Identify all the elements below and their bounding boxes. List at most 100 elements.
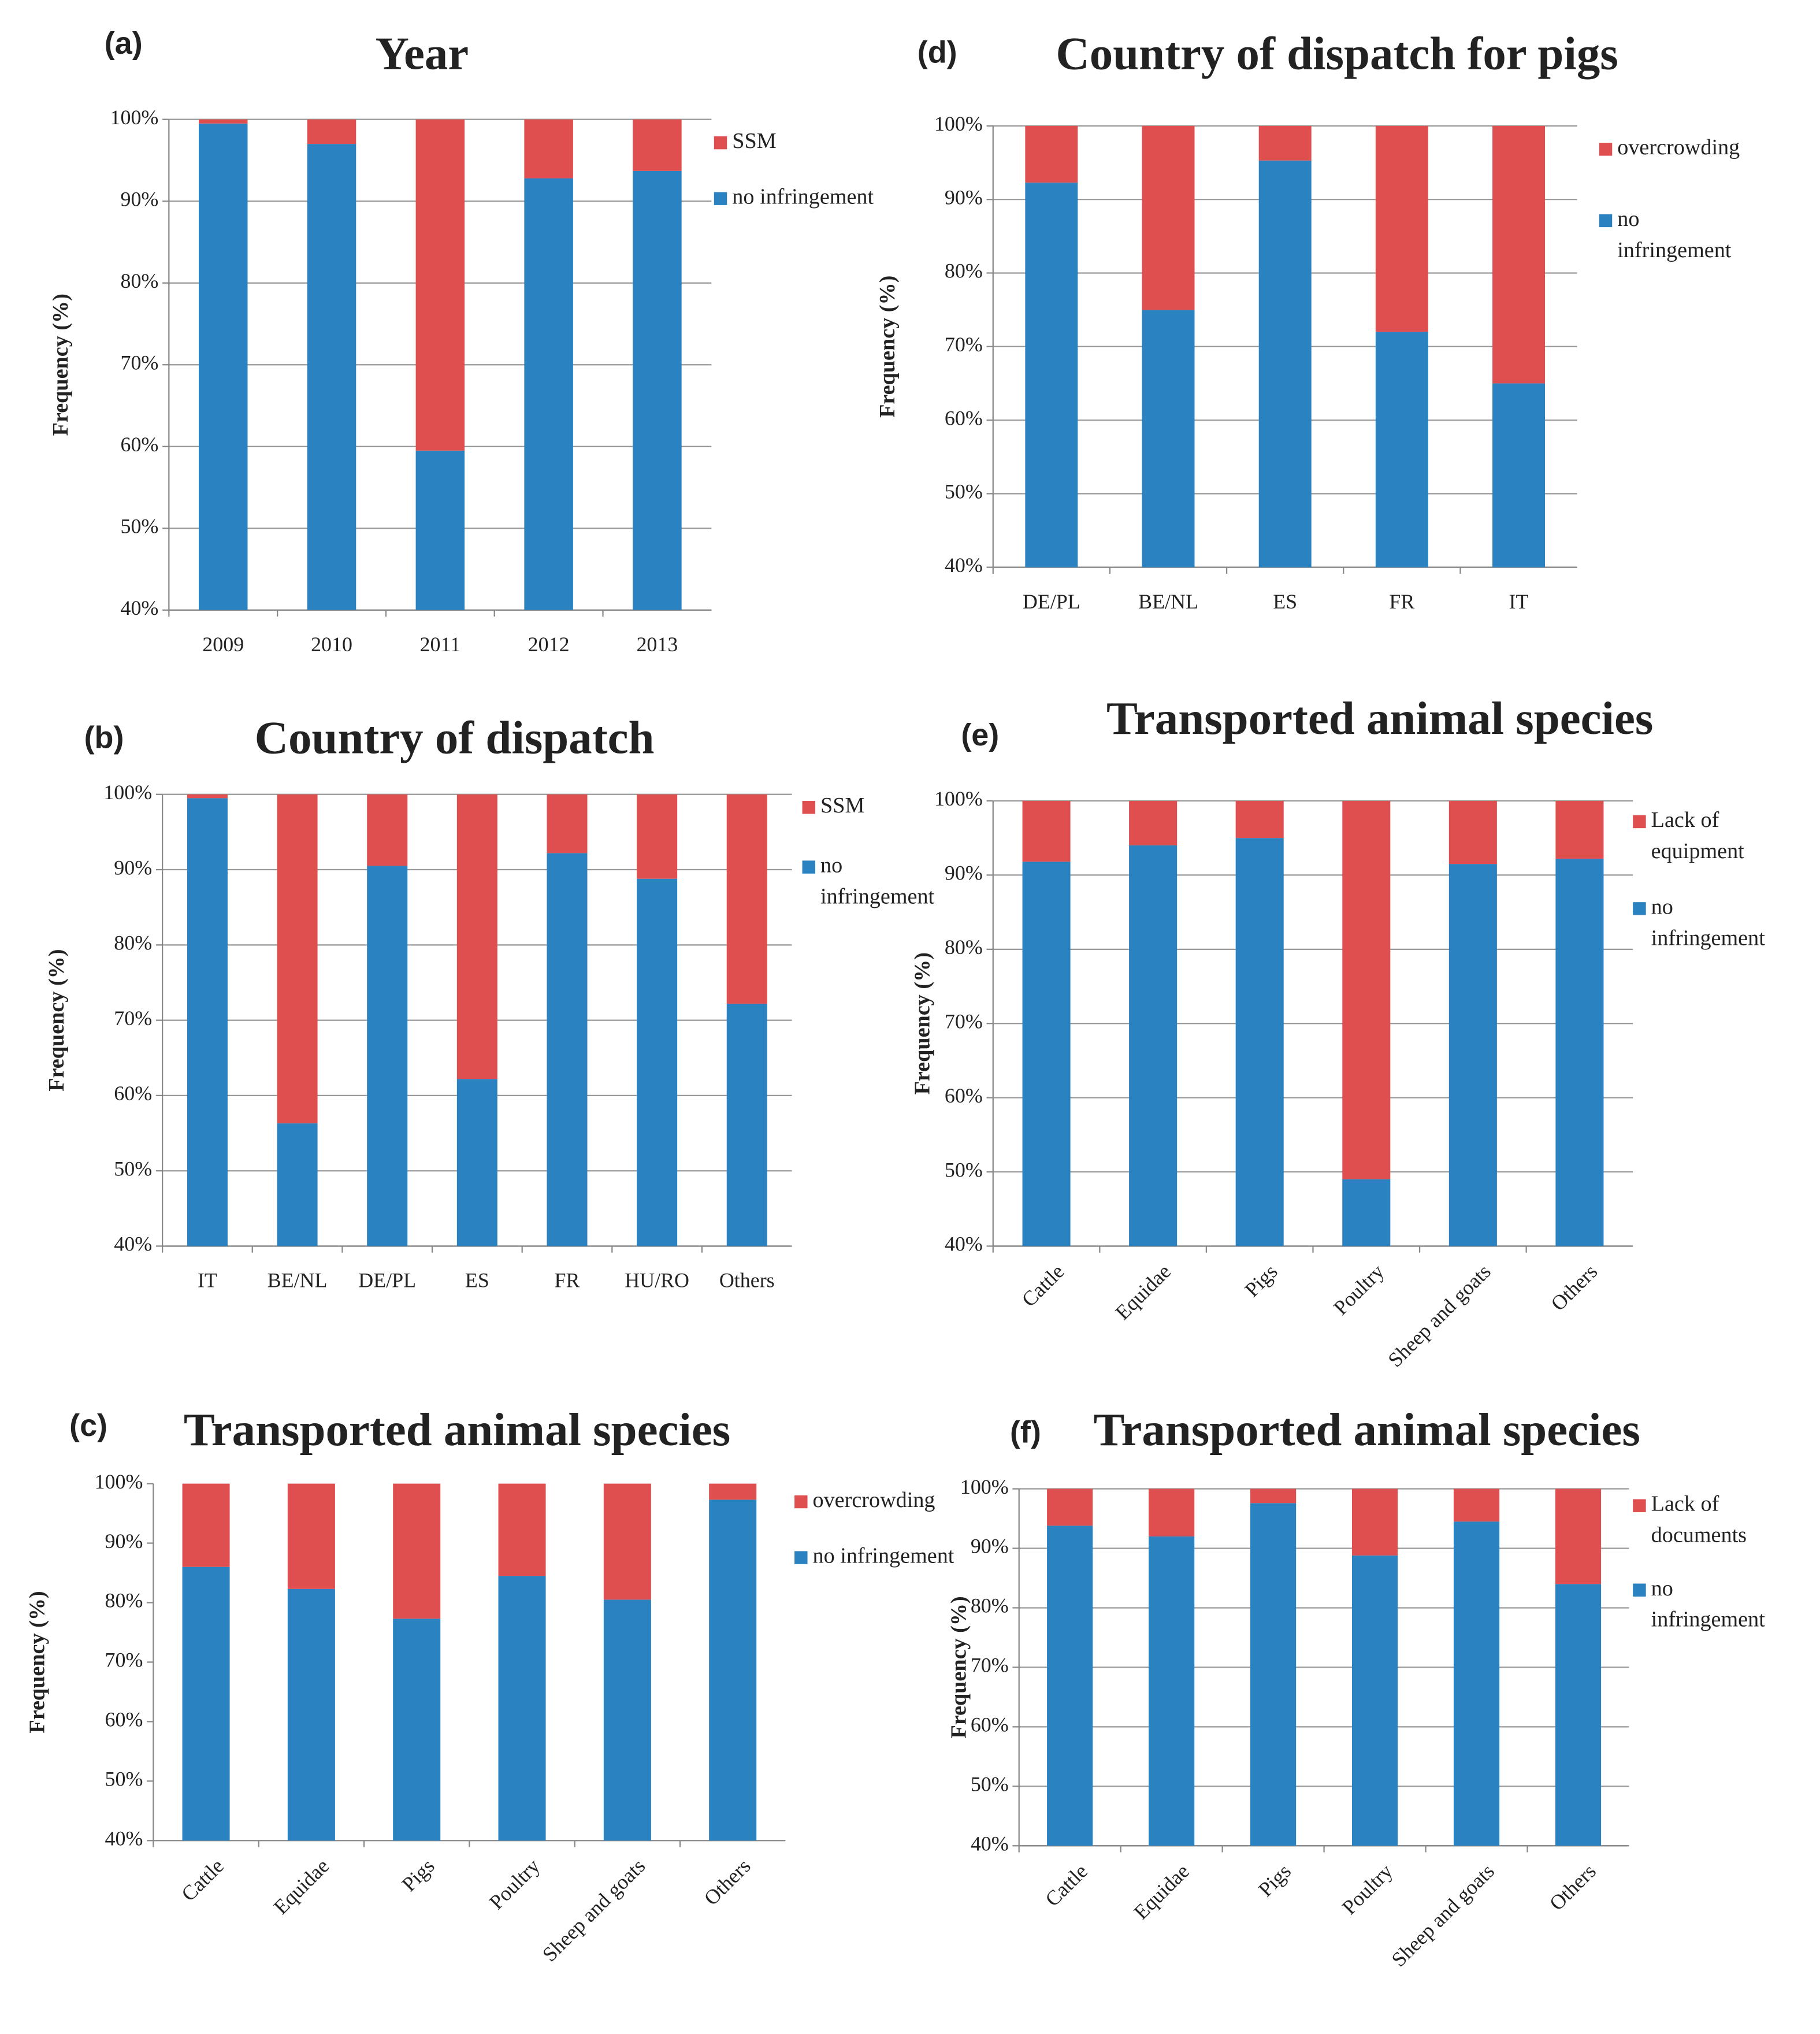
- legend-label: no infringement: [732, 184, 874, 209]
- legend-label: overcrowding: [813, 1488, 935, 1512]
- x-tick-label: 2012: [528, 633, 570, 656]
- bar-segment: [1235, 838, 1284, 1246]
- bar-segment: [198, 123, 248, 610]
- bar-segment: [1448, 864, 1497, 1246]
- y-tick-label: 40%: [120, 596, 158, 619]
- y-tick-label: 100%: [960, 1475, 1009, 1498]
- y-tick-label: 40%: [945, 554, 983, 577]
- bar-segment: [1022, 800, 1071, 862]
- bar-segment: [1047, 1489, 1093, 1526]
- bar-segment: [393, 1619, 441, 1841]
- bar-segment: [547, 794, 588, 853]
- chart-title: Year: [376, 28, 469, 80]
- bar-segment: [287, 1483, 335, 1589]
- y-tick-label: 60%: [114, 1082, 152, 1105]
- y-tick-label: 40%: [105, 1827, 143, 1850]
- panel: (b) Country of dispatch Frequency (%) 40% 50…: [44, 712, 934, 1291]
- bar-segment: [456, 794, 497, 1079]
- bar-segment: [1258, 125, 1312, 161]
- y-tick-label: 90%: [945, 862, 983, 885]
- panel: (f) Transported animal species Frequency (…: [946, 1404, 1765, 1972]
- x-tick-label: Poultry: [1329, 1260, 1388, 1319]
- y-tick-label: 60%: [105, 1708, 143, 1731]
- bar-segment: [1375, 125, 1428, 332]
- bar-segment: [1235, 800, 1284, 838]
- bar-segment: [1453, 1521, 1500, 1846]
- bar-segment: [367, 866, 408, 1246]
- y-tick-label: 70%: [114, 1007, 152, 1030]
- x-tick-label: Cattle: [1017, 1260, 1069, 1311]
- legend-swatch: [1633, 1583, 1646, 1597]
- bar-segment: [1492, 383, 1546, 567]
- bar-segment: [1025, 182, 1078, 567]
- y-axis-label: Frequency (%): [25, 1591, 49, 1733]
- bar-segment: [1351, 1555, 1398, 1846]
- x-tick-label: Equidae: [269, 1854, 334, 1919]
- bar-segment: [182, 1483, 230, 1567]
- x-tick-label: IT: [1509, 590, 1529, 613]
- bar-segment: [726, 1003, 767, 1246]
- y-axis-label: Frequency (%): [44, 949, 69, 1091]
- bar-segment: [637, 794, 678, 879]
- bar-segment: [198, 119, 248, 124]
- x-tick-label: FR: [555, 1269, 580, 1292]
- legend-swatch: [794, 1495, 808, 1509]
- chart-title: Country of dispatch for pigs: [1056, 28, 1618, 80]
- bar-segment: [1149, 1536, 1195, 1846]
- legend-label: SSM: [820, 793, 864, 818]
- y-tick-label: 100%: [95, 1470, 143, 1493]
- y-tick-label: 100%: [110, 106, 159, 129]
- legend-label: overcrowding: [1617, 135, 1740, 159]
- y-tick-label: 90%: [945, 185, 983, 209]
- bar-segment: [1375, 332, 1428, 567]
- x-tick-label: Others: [1546, 1260, 1602, 1315]
- legend-swatch: [714, 136, 727, 150]
- bar-segment: [498, 1483, 546, 1576]
- legend-label: SSM: [732, 129, 776, 153]
- x-tick-label: IT: [198, 1269, 217, 1292]
- y-tick-label: 70%: [945, 333, 983, 356]
- y-axis-label: Frequency (%): [910, 952, 934, 1094]
- x-tick-label: Sheep and goats: [1383, 1260, 1495, 1371]
- y-tick-label: 70%: [105, 1649, 143, 1672]
- bar-segment: [1555, 1584, 1602, 1846]
- legend-swatch: [802, 800, 816, 814]
- bar-segment: [524, 119, 573, 179]
- y-tick-label: 50%: [120, 515, 158, 538]
- x-tick-label: 2013: [636, 633, 678, 656]
- legend-label: Lack of equipment: [1651, 808, 1745, 863]
- bar-segment: [1555, 859, 1604, 1246]
- legend-swatch: [794, 1551, 808, 1564]
- x-tick-label: DE/PL: [358, 1269, 416, 1292]
- y-tick-label: 40%: [945, 1233, 983, 1256]
- y-axis-label: Frequency (%): [946, 1596, 971, 1738]
- x-tick-label: Others: [1545, 1859, 1600, 1915]
- y-tick-label: 60%: [120, 433, 158, 456]
- y-tick-label: 100%: [103, 781, 152, 804]
- x-tick-label: Equidae: [1111, 1260, 1176, 1324]
- x-tick-label: 2011: [420, 633, 461, 656]
- x-tick-label: FR: [1389, 590, 1414, 613]
- bar-segment: [1129, 845, 1178, 1246]
- bar-segment: [1342, 1179, 1391, 1246]
- bar-segment: [603, 1599, 651, 1841]
- chart-title: Transported animal species: [1106, 693, 1653, 744]
- panel: (c) Transported animal species Frequency (…: [25, 1404, 954, 1966]
- bar-segment: [633, 170, 682, 610]
- bar-segment: [1453, 1489, 1500, 1522]
- bar-segment: [1129, 800, 1178, 846]
- x-tick-label: Pigs: [1240, 1260, 1282, 1301]
- x-tick-label: 2010: [311, 633, 352, 656]
- bar-segment: [1342, 800, 1391, 1179]
- panel-label: (a): [105, 26, 143, 61]
- bar-segment: [603, 1483, 651, 1600]
- bar-segment: [187, 794, 228, 799]
- y-tick-label: 60%: [945, 1084, 983, 1107]
- bar-segment: [393, 1483, 441, 1619]
- y-tick-label: 40%: [114, 1233, 152, 1256]
- legend-swatch: [1633, 902, 1646, 915]
- y-tick-label: 100%: [934, 787, 983, 810]
- x-tick-label: Pigs: [1254, 1859, 1295, 1901]
- chart-title: Transported animal species: [184, 1404, 730, 1456]
- bar-segment: [1250, 1503, 1297, 1846]
